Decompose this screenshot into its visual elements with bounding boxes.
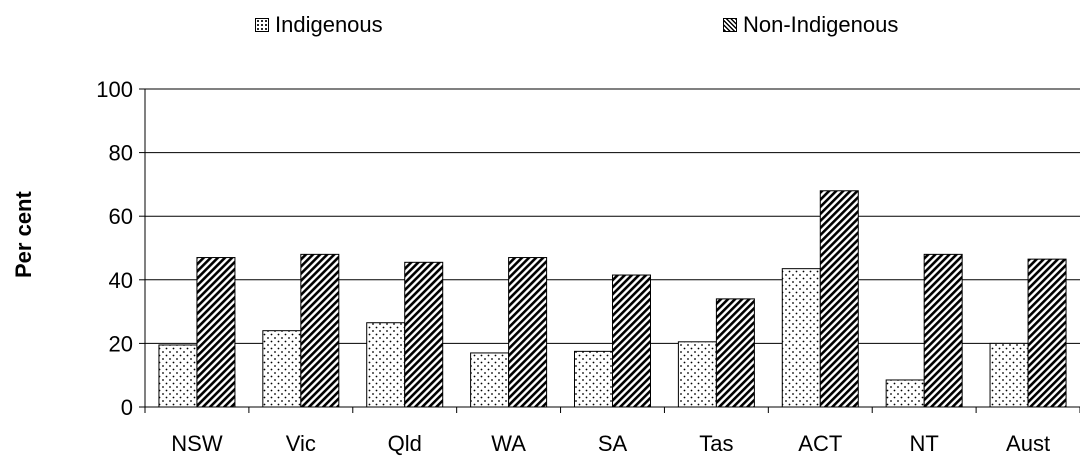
- bar-indigenous-qld: [366, 322, 406, 408]
- y-tick-label: 80: [109, 141, 133, 166]
- legend-swatch-non-indigenous: [723, 18, 737, 32]
- bar-indigenous-tas: [677, 341, 717, 408]
- y-tick-label: 40: [109, 268, 133, 293]
- bar-non-indigenous-wa: [508, 257, 548, 408]
- x-tick-label: WA: [491, 431, 526, 456]
- x-tick-label: Vic: [286, 431, 316, 456]
- bar-non-indigenous-vic: [300, 253, 340, 408]
- x-tick-label: SA: [598, 431, 628, 456]
- x-tick-label: NSW: [171, 431, 223, 456]
- bar-indigenous-nt: [885, 379, 925, 408]
- bar-non-indigenous-act: [819, 190, 859, 408]
- bar-indigenous-sa: [574, 350, 613, 408]
- bar-non-indigenous-qld: [404, 261, 444, 408]
- x-tick-label: Aust: [1006, 431, 1050, 456]
- bar-indigenous-nsw: [158, 344, 198, 408]
- bar-non-indigenous-sa: [612, 274, 651, 408]
- x-tick-label: NT: [910, 431, 939, 456]
- bar-non-indigenous-tas: [715, 298, 755, 408]
- x-tick-label: Qld: [388, 431, 422, 456]
- bar-non-indigenous-nt: [923, 253, 963, 408]
- bar-indigenous-wa: [470, 352, 510, 408]
- bar-non-indigenous-nsw: [196, 257, 236, 408]
- legend-label-non-indigenous: Non-Indigenous: [743, 12, 899, 37]
- x-tick-label: Tas: [699, 431, 733, 456]
- legend-item-indigenous: Indigenous: [255, 12, 383, 38]
- bar-indigenous-vic: [262, 330, 302, 408]
- axes: 0 20 40 60 80 100 NSW Vic Qld WA SA Tas ACT NT Aust: [96, 77, 1080, 456]
- y-tick-label: 0: [121, 395, 133, 420]
- bar-indigenous-aust: [989, 342, 1029, 408]
- legend-label-indigenous: Indigenous: [275, 12, 383, 37]
- legend-swatch-indigenous: [255, 18, 269, 32]
- bars: [158, 190, 1067, 408]
- y-tick-label: 100: [96, 77, 133, 102]
- legend-item-non-indigenous: Non-Indigenous: [723, 12, 898, 38]
- y-tick-label: 20: [109, 331, 133, 356]
- y-tick-label: 60: [109, 204, 133, 229]
- bar-non-indigenous-aust: [1027, 258, 1067, 408]
- bar-indigenous-act: [781, 268, 821, 408]
- x-tick-label: ACT: [798, 431, 842, 456]
